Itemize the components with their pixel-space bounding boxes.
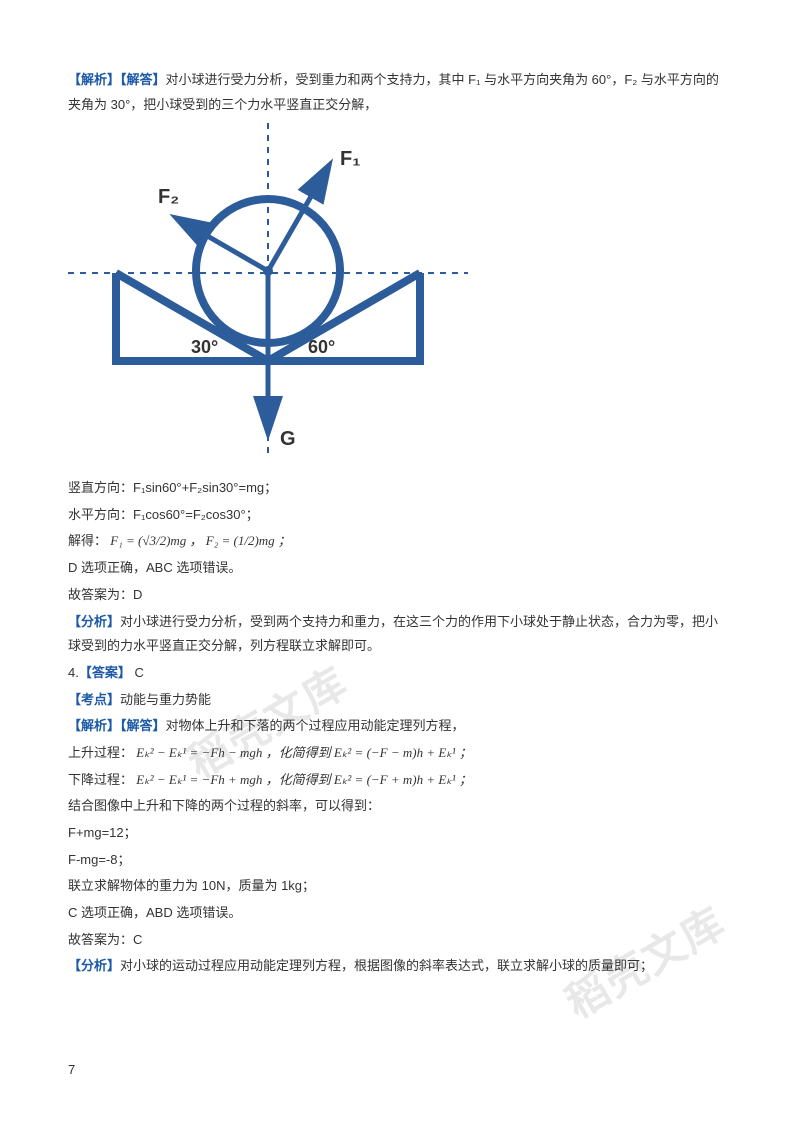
eq-solve: 解得： F₁ = (√3/2)mg ， F₂ = (1/2)mg ； xyxy=(68,529,726,554)
q4-down-label: 下降过程： xyxy=(68,772,133,787)
label-g: G xyxy=(280,428,296,450)
q4-eq2: F-mg=-8； xyxy=(68,848,726,873)
label-f1: F₁ xyxy=(340,148,361,170)
eq-horizontal: 水平方向：F₁cos60°=F₂cos30°； xyxy=(68,503,726,528)
q4-result: 联立求解物体的重力为 10N，质量为 1kg； xyxy=(68,874,726,899)
q4-down: Eₖ² − Eₖ¹ = −Fh + mgh ，化简得到 Eₖ² = (−F + … xyxy=(133,772,472,787)
eq-vertical: 竖直方向：F₁sin60°+F₂sin30°=mg； xyxy=(68,476,726,501)
eq-vert-label: 竖直方向： xyxy=(68,480,133,495)
q4-combine: 结合图像中上升和下降的两个过程的斜率，可以得到： xyxy=(68,794,726,819)
analysis-1-text: 对小球进行受力分析，受到两个支持力和重力，在这三个力的作用下小球处于静止状态，合… xyxy=(68,614,718,654)
q4-jiexi-label: 【解析】【解答】 xyxy=(68,718,166,733)
analysis-label: 【分析】 xyxy=(68,614,120,629)
q4-answer-line: 4.【答案】 C xyxy=(68,661,726,686)
q4-ans: C xyxy=(131,665,144,680)
q4-analysis: 对小球的运动过程应用动能定理列方程，根据图像的斜率表达式，联立求解小球的质量即可… xyxy=(120,958,653,973)
q4-kaodian-line: 【考点】动能与重力势能 xyxy=(68,688,726,713)
q4-ansline-val: C xyxy=(133,932,142,947)
eq-horiz: F₁cos60°=F₂cos30°； xyxy=(133,507,259,522)
q4-kaodian: 动能与重力势能 xyxy=(120,692,211,707)
q4-num: 4. xyxy=(68,665,79,680)
q4-jiexi: 对物体上升和下落的两个过程应用动能定理列方程， xyxy=(166,718,465,733)
force-diagram: F₁ F₂ G 30° 60° xyxy=(68,123,726,462)
q4-kaodian-label: 【考点】 xyxy=(68,692,120,707)
q4-ansline-label: 故答案为： xyxy=(68,932,133,947)
d-correct: D 选项正确，ABC 选项错误。 xyxy=(68,556,726,581)
eq-vert: F₁sin60°+F₂sin30°=mg； xyxy=(133,480,277,495)
q4-jiexi-line: 【解析】【解答】对物体上升和下落的两个过程应用动能定理列方程， xyxy=(68,714,726,739)
q4-up-label: 上升过程： xyxy=(68,745,133,760)
ans-label: 故答案为： xyxy=(68,587,133,602)
answer-d-line: 故答案为：D xyxy=(68,583,726,608)
q4-analysis-label: 【分析】 xyxy=(68,958,120,973)
eq-solve-text: F₁ = (√3/2)mg ， F₂ = (1/2)mg ； xyxy=(107,533,291,548)
q4-analysis-line: 【分析】对小球的运动过程应用动能定理列方程，根据图像的斜率表达式，联立求解小球的… xyxy=(68,954,726,979)
intro-text: 对小球进行受力分析，受到重力和两个支持力，其中 F₁ 与水平方向夹角为 60°，… xyxy=(68,72,719,112)
q4-down-line: 下降过程： Eₖ² − Eₖ¹ = −Fh + mgh ，化简得到 Eₖ² = … xyxy=(68,768,726,793)
ans-d: D xyxy=(133,587,142,602)
q4-eq1: F+mg=12； xyxy=(68,821,726,846)
page-number: 7 xyxy=(68,1058,75,1083)
q4-up-line: 上升过程： Eₖ² − Eₖ¹ = −Fh − mgh ，化简得到 Eₖ² = … xyxy=(68,741,726,766)
eq-horiz-label: 水平方向： xyxy=(68,507,133,522)
q4-ansline: 故答案为：C xyxy=(68,928,726,953)
eq-solve-label: 解得： xyxy=(68,533,107,548)
analysis-1: 【分析】对小球进行受力分析，受到两个支持力和重力，在这三个力的作用下小球处于静止… xyxy=(68,610,726,659)
q4-up: Eₖ² − Eₖ¹ = −Fh − mgh ，化简得到 Eₖ² = (−F − … xyxy=(133,745,472,760)
intro-line: 【解析】【解答】对小球进行受力分析，受到重力和两个支持力，其中 F₁ 与水平方向… xyxy=(68,68,726,117)
angle-30: 30° xyxy=(191,337,218,357)
jiexi-label: 【解析】【解答】 xyxy=(68,72,166,87)
q4-ans-label: 【答案】 xyxy=(79,665,131,680)
label-f2: F₂ xyxy=(158,186,179,208)
q4-c-correct: C 选项正确，ABD 选项错误。 xyxy=(68,901,726,926)
angle-60: 60° xyxy=(308,337,335,357)
page-content: 【解析】【解答】对小球进行受力分析，受到重力和两个支持力，其中 F₁ 与水平方向… xyxy=(68,68,726,979)
